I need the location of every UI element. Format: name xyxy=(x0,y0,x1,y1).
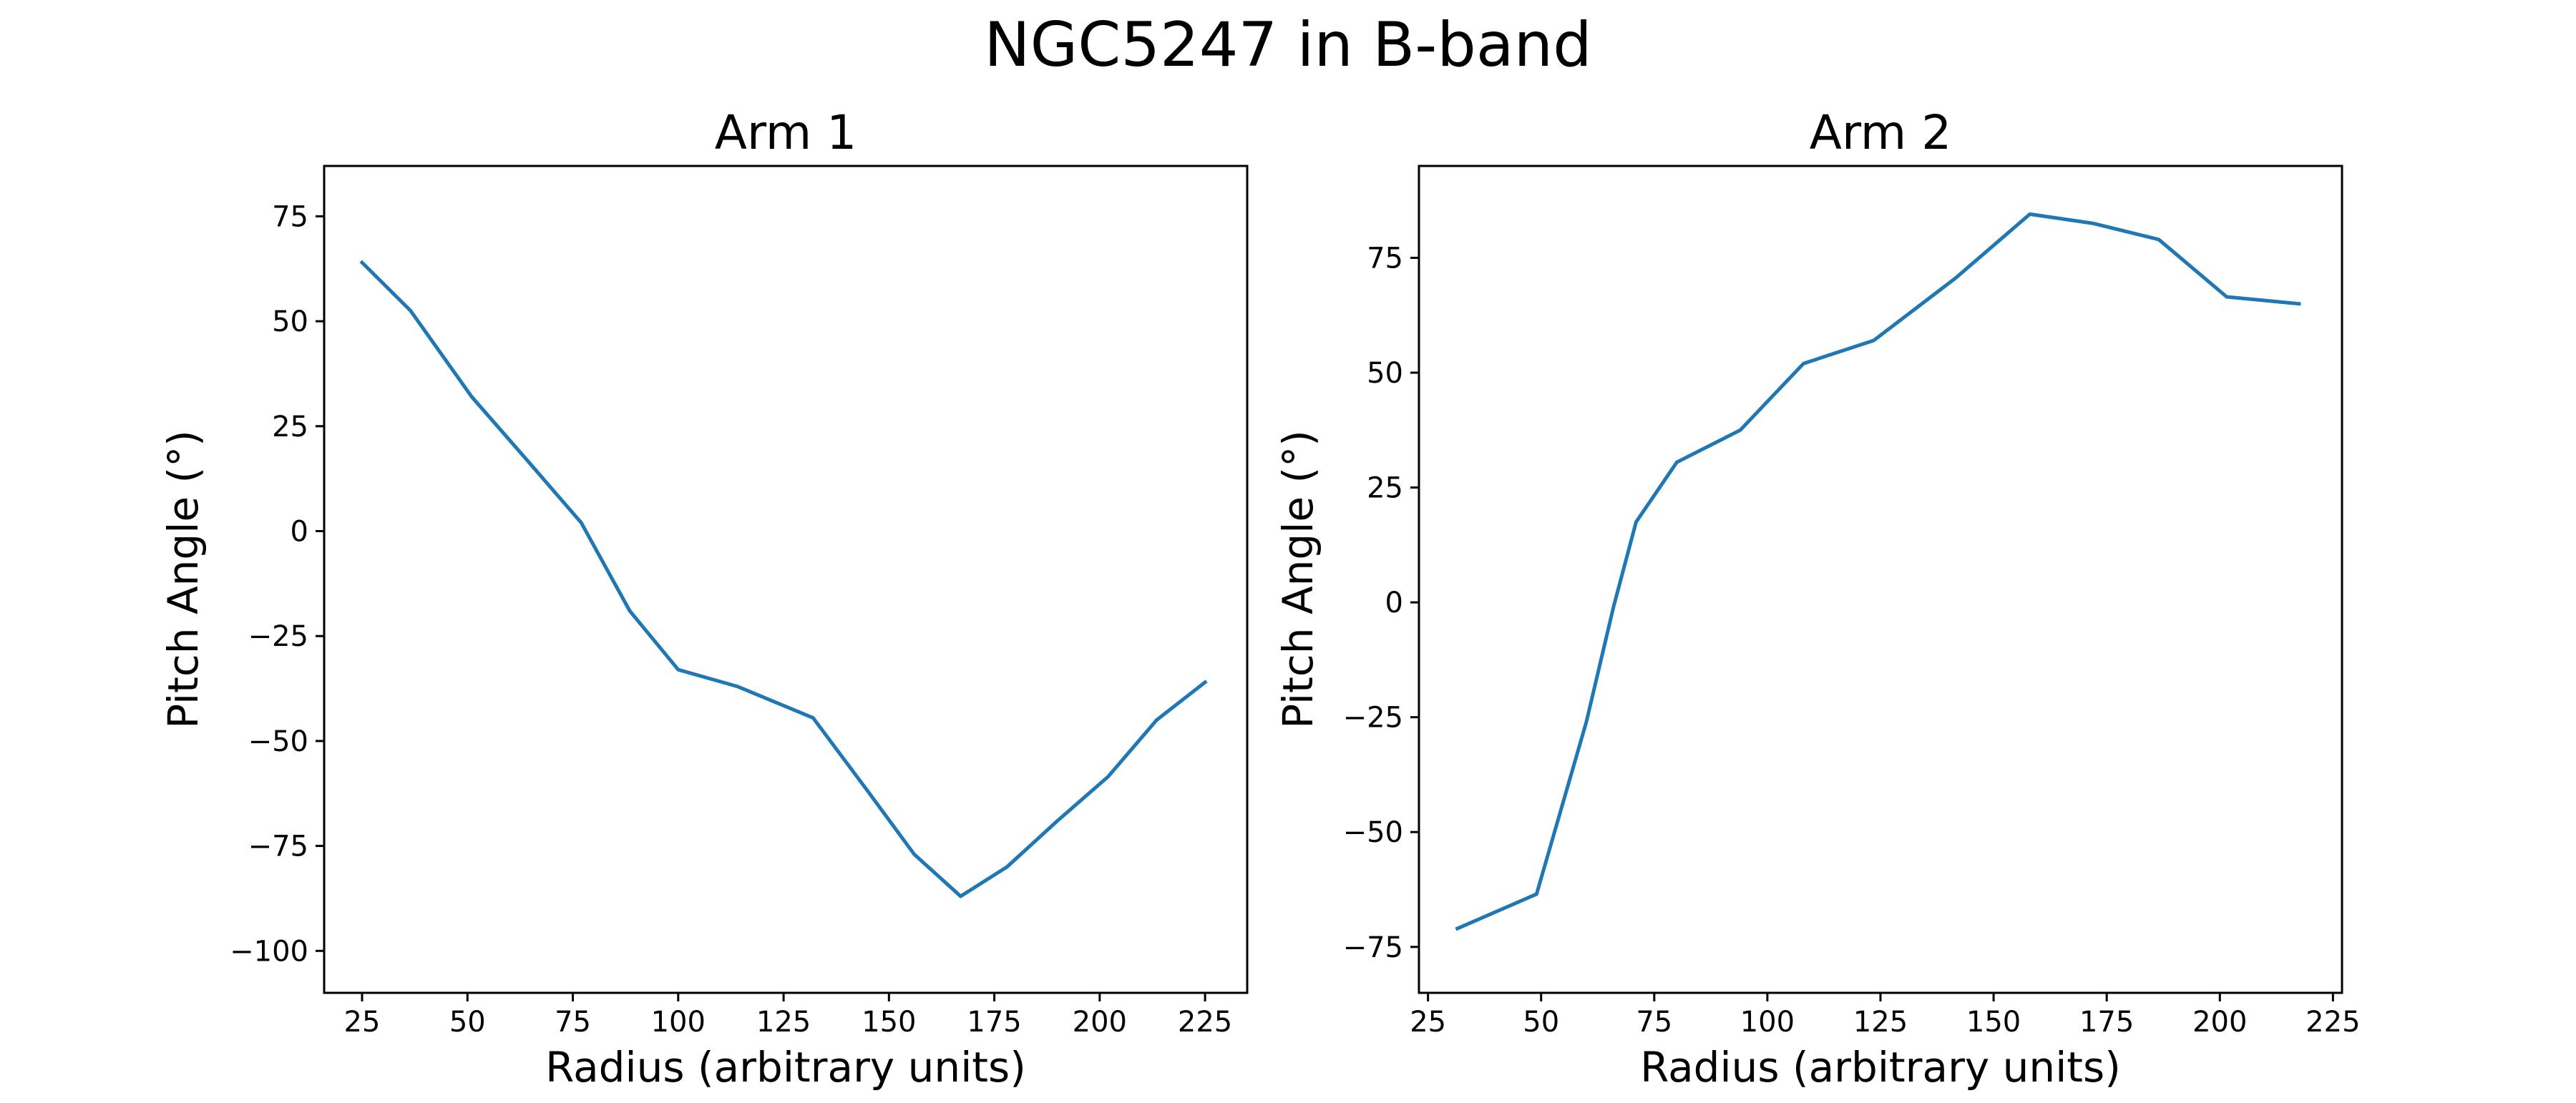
x-axis-label: Radius (arbitrary units) xyxy=(1640,1043,2121,1092)
y-tick-label: 0 xyxy=(1385,587,1403,619)
series-layer xyxy=(359,260,1208,898)
y-tick-label: −75 xyxy=(248,830,308,863)
y-tick-label: 50 xyxy=(1367,357,1403,390)
y-tick-label: −25 xyxy=(1343,702,1403,735)
y-tick-label: −75 xyxy=(1343,931,1403,964)
plot-frame xyxy=(323,165,1249,994)
y-tick-label: 75 xyxy=(1367,242,1403,275)
y-ticks: −75 −50 −25 0 25 50 75 xyxy=(1343,242,1419,964)
y-tick-label: 25 xyxy=(1367,472,1403,505)
y-tick-label: 75 xyxy=(272,200,308,233)
x-tick-label: 225 xyxy=(1178,1006,1232,1039)
x-axis-label: Radius (arbitrary units) xyxy=(545,1043,1026,1092)
y-axis-label: Pitch Angle (°) xyxy=(1274,430,1322,728)
subplot-arm-2: Arm 2 Radius (arbitrary units) Pitch Ang… xyxy=(1274,105,2361,1092)
x-tick-label: 50 xyxy=(449,1006,486,1039)
x-tick-label: 150 xyxy=(1966,1006,2021,1039)
x-tick-label: 225 xyxy=(2306,1006,2360,1039)
x-ticks: 25 50 75 100 125 150 175 200 225 xyxy=(344,993,1232,1039)
x-tick-label: 200 xyxy=(1073,1006,1127,1039)
y-tick-label: −25 xyxy=(248,620,308,653)
y-tick-label: 0 xyxy=(291,516,308,549)
x-tick-label: 125 xyxy=(756,1006,811,1039)
y-axis-label: Pitch Angle (°) xyxy=(159,430,208,728)
plot-frame xyxy=(1418,165,2343,994)
series-line xyxy=(1455,212,2301,931)
x-tick-label: 100 xyxy=(1740,1006,1795,1039)
subplot-arm-1: Arm 1 Radius (arbitrary units) Pitch Ang… xyxy=(159,105,1249,1092)
figure-title: NGC5247 in B-band xyxy=(984,9,1591,81)
x-tick-label: 50 xyxy=(1523,1006,1559,1039)
x-tick-label: 200 xyxy=(2192,1006,2247,1039)
y-tick-label: −50 xyxy=(248,725,308,758)
x-tick-label: 175 xyxy=(967,1006,1021,1039)
series-line xyxy=(359,260,1208,898)
y-ticks: −100 −75 −50 −25 0 25 50 75 xyxy=(230,200,324,968)
x-tick-label: 125 xyxy=(1853,1006,1908,1039)
subplot-title: Arm 2 xyxy=(1810,105,1951,160)
x-ticks: 25 50 75 100 125 150 175 200 225 xyxy=(1410,993,2361,1039)
subplot-title: Arm 1 xyxy=(715,105,857,160)
y-tick-label: 25 xyxy=(272,411,308,443)
y-tick-label: −100 xyxy=(230,935,308,968)
x-tick-label: 75 xyxy=(555,1006,591,1039)
x-tick-label: 175 xyxy=(2079,1006,2134,1039)
x-tick-label: 25 xyxy=(1410,1006,1446,1039)
series-layer xyxy=(1455,212,2301,931)
x-tick-label: 25 xyxy=(344,1006,381,1039)
x-tick-label: 150 xyxy=(862,1006,916,1039)
x-tick-label: 75 xyxy=(1636,1006,1672,1039)
y-tick-label: −50 xyxy=(1343,816,1403,849)
x-tick-label: 100 xyxy=(651,1006,706,1039)
y-tick-label: 50 xyxy=(272,305,308,338)
